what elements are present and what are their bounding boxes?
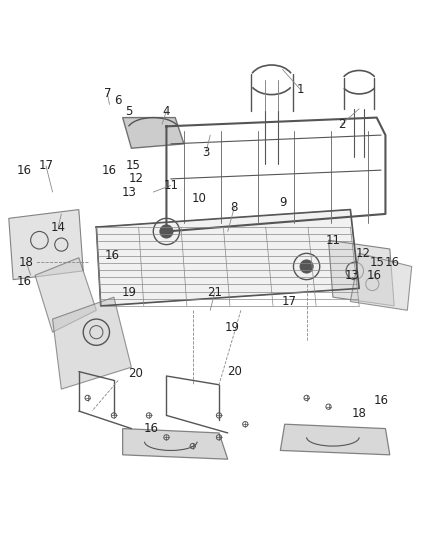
Text: 18: 18 — [352, 407, 367, 419]
Text: 16: 16 — [144, 422, 159, 435]
Text: 16: 16 — [374, 393, 389, 407]
Polygon shape — [123, 429, 228, 459]
Text: 8: 8 — [231, 201, 238, 214]
Text: 16: 16 — [385, 256, 399, 269]
Text: 20: 20 — [227, 365, 242, 378]
Text: 16: 16 — [17, 276, 32, 288]
Text: 9: 9 — [279, 197, 286, 209]
Text: 6: 6 — [114, 94, 122, 107]
Ellipse shape — [300, 260, 313, 273]
Polygon shape — [35, 258, 96, 332]
Text: 3: 3 — [202, 146, 209, 159]
Text: 4: 4 — [162, 104, 170, 117]
Polygon shape — [350, 253, 412, 310]
Polygon shape — [53, 297, 131, 389]
Text: 13: 13 — [345, 269, 360, 282]
Text: 20: 20 — [128, 367, 143, 381]
Text: 12: 12 — [356, 247, 371, 260]
Text: 11: 11 — [163, 179, 178, 192]
Ellipse shape — [160, 225, 173, 238]
Text: 19: 19 — [225, 321, 240, 334]
Text: 16: 16 — [102, 164, 117, 176]
Text: 1: 1 — [296, 83, 304, 95]
Text: 15: 15 — [369, 256, 384, 269]
Text: 18: 18 — [19, 256, 34, 269]
Polygon shape — [123, 118, 184, 148]
Text: 12: 12 — [128, 172, 143, 185]
Text: 10: 10 — [192, 192, 207, 205]
Text: 11: 11 — [325, 233, 340, 247]
Polygon shape — [96, 209, 359, 306]
Text: 2: 2 — [338, 118, 346, 131]
Text: 16: 16 — [104, 249, 119, 262]
Text: 7: 7 — [103, 87, 111, 100]
Text: 16: 16 — [17, 164, 32, 176]
Text: 16: 16 — [367, 269, 382, 282]
Text: 21: 21 — [207, 286, 222, 300]
Text: 14: 14 — [51, 221, 66, 233]
Polygon shape — [280, 424, 390, 455]
Text: 13: 13 — [122, 185, 137, 198]
Text: 17: 17 — [39, 159, 53, 172]
Polygon shape — [9, 209, 83, 280]
Text: 5: 5 — [126, 104, 133, 117]
Text: 19: 19 — [122, 286, 137, 300]
Polygon shape — [328, 240, 394, 306]
Text: 17: 17 — [282, 295, 297, 308]
Text: 15: 15 — [126, 159, 141, 172]
